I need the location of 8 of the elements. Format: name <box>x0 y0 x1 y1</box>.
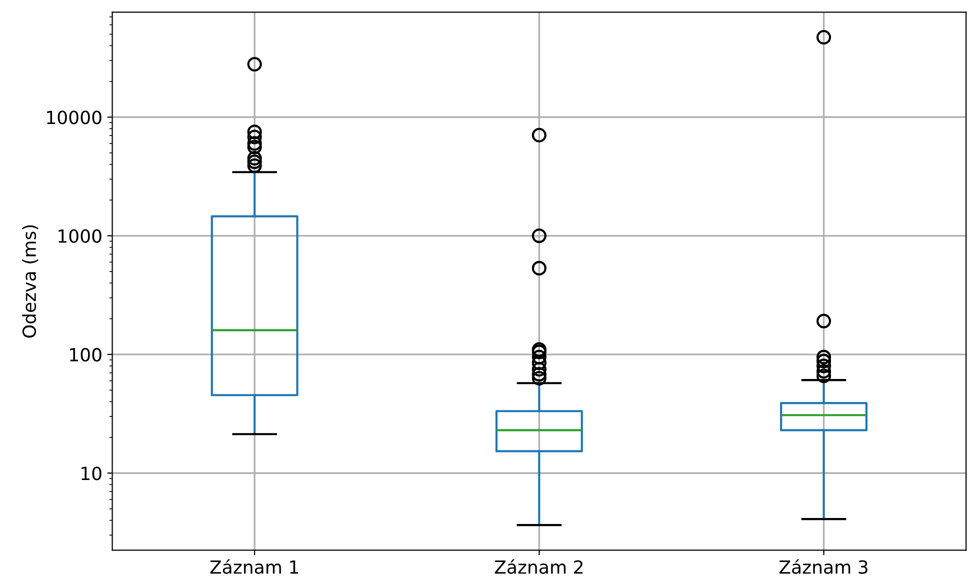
y-tick-label: 10000 <box>47 110 102 124</box>
y-axis-title: Odezva (ms) <box>22 225 38 338</box>
y-tick-label: 100 <box>70 348 102 362</box>
y-tick-label: 1000 <box>58 229 102 243</box>
x-tick-label: Záznam 2 <box>494 559 582 574</box>
x-tick-label: Záznam 3 <box>779 559 868 574</box>
y-tick-label: 10 <box>82 466 102 480</box>
x-tick-label: Záznam 1 <box>210 559 298 574</box>
